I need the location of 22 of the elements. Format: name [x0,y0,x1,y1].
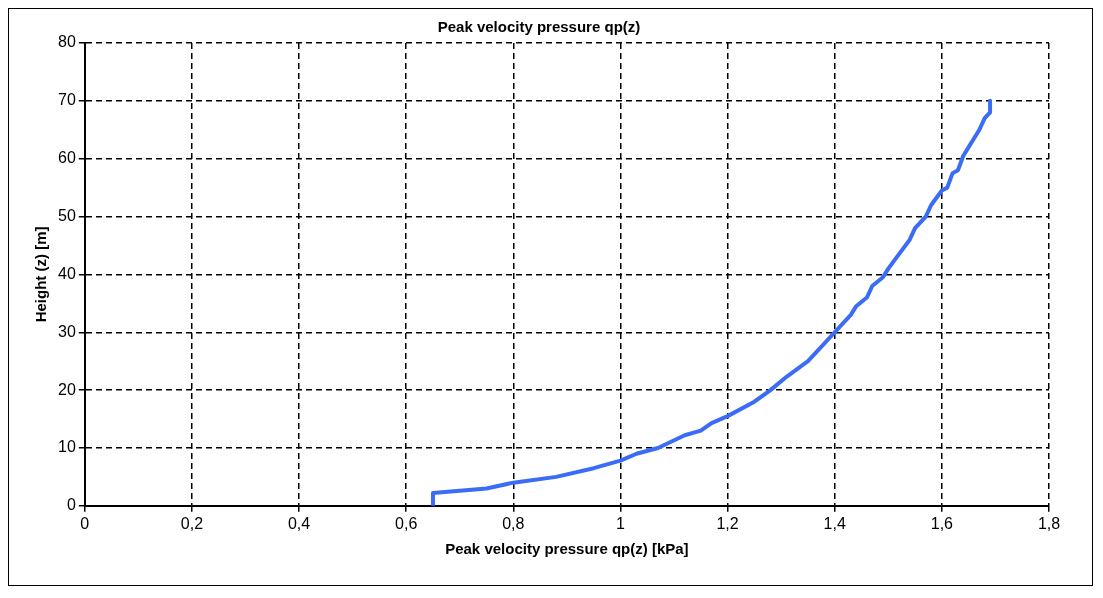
x-axis-title: Peak velocity pressure qp(z) [kPa] [445,540,689,558]
y-axis-title: Height (z) [m] [32,226,50,323]
x-tick-label: 1,2 [716,514,739,532]
y-tick-label: 80 [58,33,76,51]
x-tick-label: 1,8 [1037,514,1061,532]
x-tick-label: 0,6 [395,514,418,532]
y-tick-label: 60 [58,149,76,167]
x-tick-label: 1,6 [930,514,954,532]
x-tick-label: 0,8 [502,514,525,532]
y-tick-label: 10 [58,438,76,456]
y-tick-label: 70 [58,91,76,109]
x-tick-label: 1,4 [823,514,846,532]
y-tick-label: 40 [58,264,76,282]
y-tick-label: 0 [66,496,76,514]
x-tick-label: 0,4 [287,514,311,532]
x-tick-label: 1 [616,514,626,532]
y-tick-label: 50 [58,206,76,224]
x-tick-label: 0,2 [180,514,204,532]
chart-title: Peak velocity pressure qp(z) [437,18,641,36]
y-tick-label: 20 [58,380,76,398]
y-tick-label: 30 [58,322,76,340]
x-tick-label: 0 [80,514,90,532]
